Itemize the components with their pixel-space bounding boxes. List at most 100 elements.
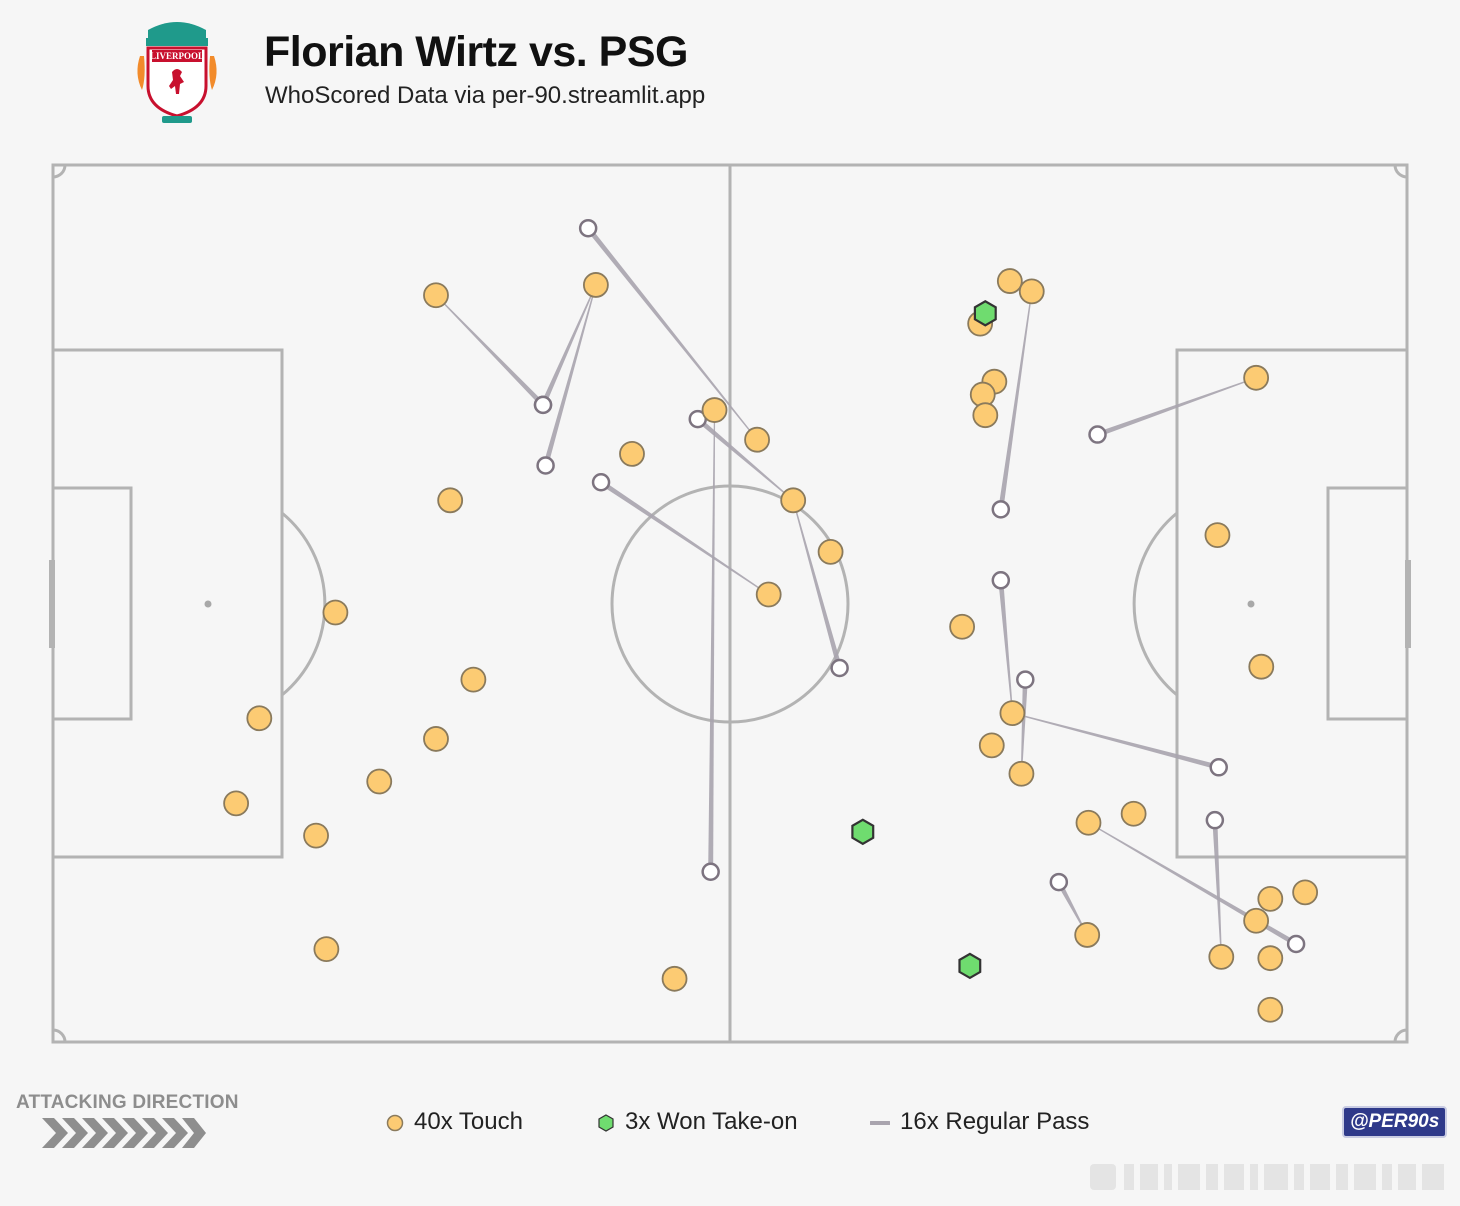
touch-marker	[972, 402, 999, 429]
takeon-marker	[973, 300, 997, 327]
touch-marker	[1248, 653, 1275, 680]
pass	[578, 218, 758, 441]
takeon-marker	[958, 952, 982, 980]
touch-marker	[423, 282, 449, 309]
pass-end-marker	[533, 395, 553, 415]
touch-marker	[1074, 922, 1101, 948]
touch-marker	[996, 268, 1023, 294]
pass-line	[1096, 377, 1257, 437]
touch-marker	[949, 613, 976, 640]
touch-marker	[1243, 907, 1270, 934]
pass	[536, 284, 597, 475]
touch-marker	[999, 700, 1026, 727]
pass-line	[586, 226, 758, 441]
pass	[1016, 670, 1035, 774]
pass-line	[435, 294, 545, 407]
svg-text:LIVERPOOL: LIVERPOOL	[150, 51, 204, 61]
page-title: Florian Wirtz vs. PSG	[264, 28, 688, 76]
left-penalty-spot	[204, 600, 212, 608]
legend-takeon: 3x Won Take-on	[597, 1108, 798, 1136]
pass-line	[1020, 679, 1028, 774]
pass-line	[998, 291, 1033, 510]
touch-marker	[1120, 800, 1147, 827]
touch-marker	[817, 539, 844, 565]
pass-line	[1212, 820, 1222, 957]
touch-marker	[755, 581, 782, 608]
takeon-marker	[851, 818, 875, 846]
touch-marker	[1243, 364, 1270, 391]
left-penalty-arc	[281, 511, 327, 697]
pass-end-marker	[1016, 670, 1035, 689]
pass	[533, 284, 597, 415]
pass-end-marker	[1088, 425, 1107, 444]
corner-arc-bl	[52, 1028, 67, 1043]
corner-arc-tr	[1393, 164, 1408, 179]
pass-line	[792, 500, 843, 669]
brand-handle-badge: @PER90s	[1342, 1106, 1448, 1138]
watermark-barcode-icon	[1090, 1164, 1444, 1190]
touch-marker	[313, 936, 340, 963]
pass-end-marker	[591, 473, 611, 492]
pass-line	[543, 284, 597, 467]
pass	[991, 571, 1014, 714]
touch-marker	[366, 768, 393, 795]
pass-end-marker	[578, 218, 598, 238]
touch-marker	[661, 965, 688, 992]
pass	[1049, 872, 1088, 936]
corner-arc-br	[1393, 1028, 1408, 1043]
touch-marker	[1208, 943, 1235, 970]
right-penalty-spot	[1247, 600, 1255, 608]
legend-touch-label: 40x Touch	[414, 1108, 523, 1135]
touch-marker	[1292, 879, 1319, 906]
touch-marker	[423, 726, 449, 752]
pass	[701, 410, 720, 882]
touch-marker	[1008, 760, 1035, 787]
pass	[435, 294, 553, 415]
corner-arc-tl	[52, 164, 67, 179]
touch-marker	[246, 705, 273, 732]
pass-end-marker	[1049, 872, 1069, 892]
touch-marker	[978, 732, 1005, 759]
pass	[591, 473, 770, 595]
passes-layer	[435, 218, 1306, 957]
right-penalty-area	[1175, 348, 1409, 859]
pass-line	[696, 417, 794, 501]
pass-line	[599, 480, 770, 595]
pass	[792, 500, 849, 678]
pass-end-marker	[536, 456, 555, 475]
touch-marker	[1257, 885, 1284, 912]
touch-marker	[619, 440, 645, 467]
pass	[1205, 810, 1225, 957]
touch-marker	[460, 666, 487, 693]
touch-marker	[582, 272, 609, 298]
touch-marker	[437, 487, 464, 514]
pass-end-marker	[991, 500, 1011, 519]
pass-end-marker	[701, 862, 720, 882]
pass-end-marker	[1205, 810, 1225, 830]
takeons-layer	[851, 300, 997, 980]
left-penalty-area	[51, 348, 284, 859]
centre-circle	[610, 484, 850, 724]
touch-marker	[744, 426, 770, 453]
takeon-marker-icon	[598, 1113, 614, 1132]
touch-marker	[1257, 996, 1284, 1023]
touch-marker	[1257, 945, 1284, 972]
right-six-yard-box	[1326, 486, 1409, 721]
pass-end-marker	[1286, 934, 1306, 954]
liverpool-crest-icon: LIVERPOOL	[137, 22, 217, 123]
pass-line	[1012, 712, 1220, 770]
left-six-yard-box	[51, 486, 133, 721]
pass	[688, 409, 794, 501]
footer: ATTACKING DIRECTION 40x Touch 3x Won Tak…	[0, 1080, 1460, 1206]
touch-marker	[322, 599, 349, 626]
pass-end-marker	[991, 571, 1011, 590]
touch-marker	[1075, 809, 1102, 836]
header: LIVERPOOL Florian Wirtz vs. PSG WhoScore…	[0, 0, 1460, 150]
touch-marker	[701, 397, 728, 423]
touch-marker	[780, 487, 807, 514]
pass-end-marker	[830, 658, 849, 678]
pass-line	[998, 580, 1014, 714]
pass	[1012, 712, 1228, 777]
pass-line-icon	[870, 1120, 890, 1125]
